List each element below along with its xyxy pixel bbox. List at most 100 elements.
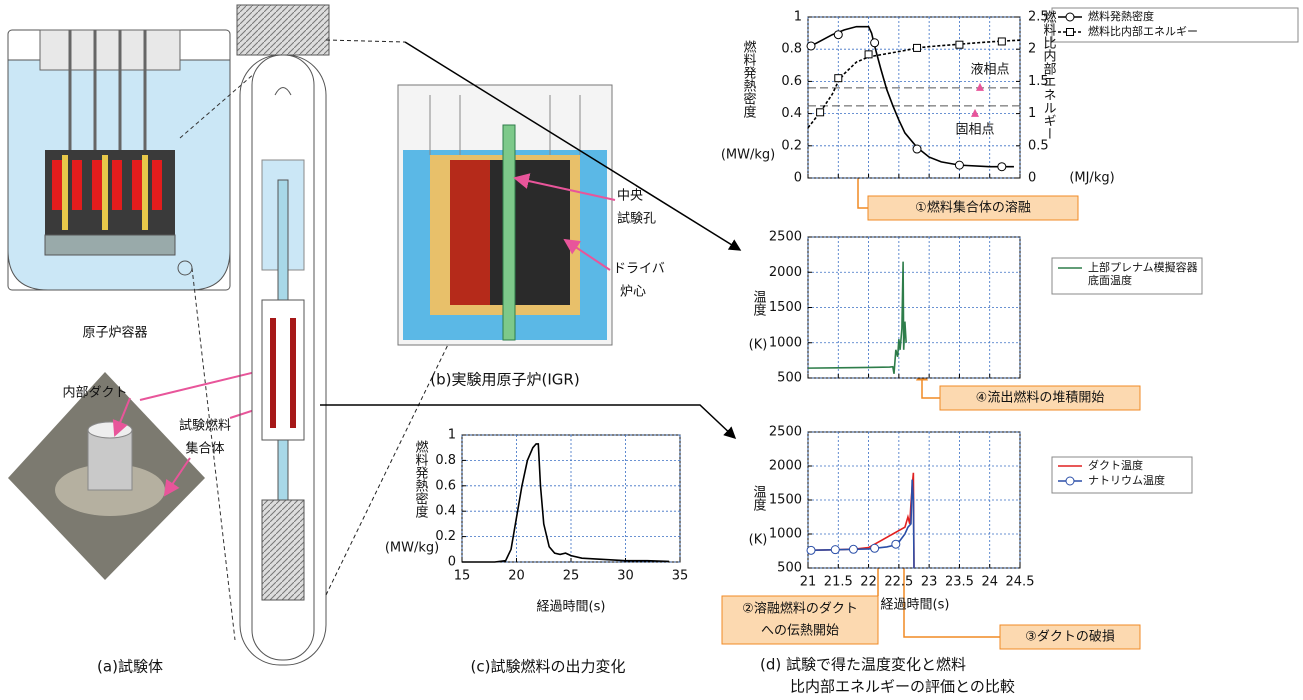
marker bbox=[955, 161, 963, 169]
y-tick-label: 2000 bbox=[769, 265, 802, 280]
x-tick-label: 25 bbox=[563, 569, 580, 584]
y-tick-label: 1500 bbox=[769, 493, 802, 508]
y-axis-label: 燃料発熱密度 bbox=[741, 39, 757, 118]
marker bbox=[956, 41, 963, 48]
y-tick-label: 0 bbox=[794, 171, 802, 186]
marker bbox=[998, 38, 1005, 45]
x-tick-label: 35 bbox=[672, 569, 689, 584]
y2-axis-label: 燃料比内部エネルギー bbox=[1041, 9, 1057, 140]
x-tick-label: 22 bbox=[860, 575, 877, 590]
y-axis-unit: (MW/kg) bbox=[385, 541, 439, 556]
y-axis-unit: (K) bbox=[749, 338, 768, 353]
annotation: ④流出燃料の堆積開始 bbox=[976, 390, 1105, 406]
x-tick-label: 15 bbox=[454, 569, 471, 584]
y-tick-label: 0.8 bbox=[781, 42, 802, 57]
marker bbox=[1066, 13, 1074, 21]
annotation: ③ダクトの破損 bbox=[1025, 630, 1115, 645]
y-tick-label: 2500 bbox=[769, 425, 802, 440]
x-tick-label: 21.5 bbox=[824, 575, 853, 590]
label: 内部ダクト bbox=[62, 385, 127, 401]
legend-item: 上部プレナム模擬容器底面温度 bbox=[1088, 261, 1200, 289]
y-tick-label: 1000 bbox=[769, 335, 802, 350]
plot-frame bbox=[462, 435, 680, 562]
legend-item: 燃料発熱密度 bbox=[1088, 10, 1288, 24]
marker bbox=[817, 109, 824, 116]
annotation: への伝熱開始 bbox=[761, 624, 839, 639]
figure: 原子炉容器 内部ダクト 試験燃料 集合体 中央 試験孔 ドライバ 炉心 (b)実… bbox=[0, 0, 1303, 700]
label: 集合体 bbox=[185, 441, 224, 457]
marker bbox=[1066, 477, 1074, 485]
legend-item: ダクト温度 bbox=[1088, 459, 1188, 473]
y2-axis-unit: (MJ/kg) bbox=[1069, 171, 1114, 186]
label: 試験燃料 bbox=[179, 418, 231, 434]
caption: (a)試験体 bbox=[97, 658, 163, 676]
y2-tick-label: 0.5 bbox=[1028, 138, 1049, 153]
photo bbox=[8, 372, 205, 580]
marker bbox=[834, 31, 842, 39]
y-axis-label: 温度 bbox=[751, 485, 767, 511]
marker bbox=[1067, 29, 1074, 36]
x-tick-label: 22.5 bbox=[884, 575, 913, 590]
marker bbox=[807, 42, 815, 50]
reference-label: 液相点 bbox=[970, 63, 1009, 78]
x-tick-label: 23 bbox=[921, 575, 938, 590]
x-tick-label: 23.5 bbox=[945, 575, 974, 590]
marker bbox=[871, 544, 879, 552]
annotation: ①燃料集合体の溶融 bbox=[915, 200, 1031, 216]
legend-label: ダクト温度 bbox=[1088, 459, 1188, 472]
legend-item: ナトリウム温度 bbox=[1088, 474, 1188, 488]
igr-drawing bbox=[398, 85, 612, 345]
label: (b)実験用原子炉(IGR) bbox=[430, 371, 579, 389]
y-tick-label: 2000 bbox=[769, 459, 802, 474]
plot-frame bbox=[808, 17, 1020, 178]
y2-tick-label: 2 bbox=[1028, 42, 1036, 57]
marker bbox=[831, 546, 839, 554]
legend-label: 燃料比内部エネルギー bbox=[1088, 25, 1288, 38]
marker bbox=[998, 163, 1006, 171]
x-axis-label: 経過時間(s) bbox=[881, 598, 950, 613]
x-tick-label: 24.5 bbox=[1006, 575, 1035, 590]
marker bbox=[835, 75, 842, 82]
y-tick-label: 2500 bbox=[769, 230, 802, 245]
x-tick-label: 24 bbox=[981, 575, 998, 590]
y-axis-unit: (K) bbox=[749, 533, 768, 548]
x-tick-label: 30 bbox=[617, 569, 634, 584]
y-axis-label: 燃料発熱密度 bbox=[413, 439, 429, 518]
y-tick-label: 0.6 bbox=[435, 478, 456, 493]
marker bbox=[871, 39, 879, 47]
marker bbox=[865, 51, 872, 58]
y-tick-label: 0.8 bbox=[435, 453, 456, 468]
y-axis-label: 温度 bbox=[751, 290, 767, 316]
label: 中央 bbox=[617, 189, 643, 204]
x-tick-label: 20 bbox=[508, 569, 525, 584]
page: {"diagram":{"reactor_vessel":"原子炉容器","in… bbox=[0, 0, 1303, 700]
y-tick-label: 1 bbox=[794, 10, 802, 25]
reference-label: 固相点 bbox=[955, 123, 994, 138]
marker bbox=[913, 145, 921, 153]
legend-label: 上部プレナム模擬容器底面温度 bbox=[1088, 261, 1200, 287]
y-axis-unit: (MW/kg) bbox=[721, 148, 775, 163]
x-tick-label: 21 bbox=[800, 575, 817, 590]
annotation: ②溶融燃料のダクト bbox=[742, 601, 858, 617]
label: 試験孔 bbox=[617, 211, 656, 227]
y2-tick-label: 1 bbox=[1028, 106, 1036, 121]
label: 原子炉容器 bbox=[82, 325, 147, 341]
y-tick-label: 0 bbox=[448, 555, 456, 570]
caption: 比内部エネルギーの評価との比較 bbox=[790, 678, 1015, 696]
marker bbox=[892, 540, 900, 548]
y-tick-label: 0.4 bbox=[781, 106, 802, 121]
marker bbox=[914, 44, 921, 51]
legend-label: ナトリウム温度 bbox=[1088, 474, 1188, 487]
label: ドライバ bbox=[613, 262, 665, 277]
marker bbox=[849, 545, 857, 553]
y-tick-label: 1000 bbox=[769, 527, 802, 542]
y-tick-label: 500 bbox=[777, 561, 802, 576]
label: 炉心 bbox=[620, 285, 646, 300]
legend-item: 燃料比内部エネルギー bbox=[1088, 25, 1288, 39]
y-tick-label: 1500 bbox=[769, 300, 802, 315]
y-tick-label: 0.6 bbox=[781, 74, 802, 89]
y-tick-label: 500 bbox=[777, 371, 802, 386]
caption: (c)試験燃料の出力変化 bbox=[471, 658, 626, 676]
y-tick-label: 0.2 bbox=[781, 138, 802, 153]
marker bbox=[807, 546, 815, 554]
